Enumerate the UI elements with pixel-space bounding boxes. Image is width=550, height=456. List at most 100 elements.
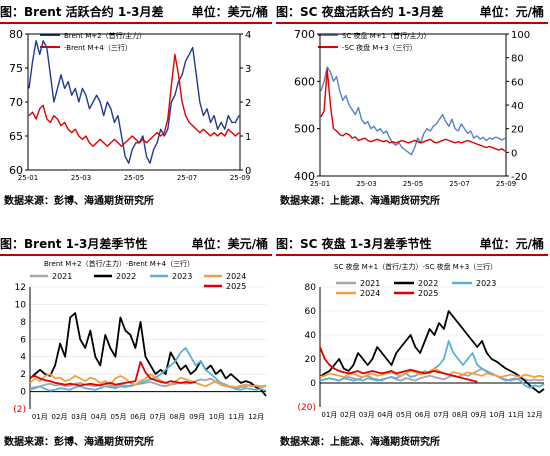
y-tick-label: 12 — [15, 283, 26, 293]
panel4-source: 数据来源：上能源、海通期货研究所 — [280, 437, 440, 448]
panel3-title-bar: 图：Brent 1-3月差季节性 单位：美元/桶 — [0, 234, 272, 254]
legend-label: Brent M+2（首行/主力） — [64, 31, 146, 40]
x-tick-label: 05月 — [111, 413, 127, 421]
series-line — [319, 367, 545, 378]
x-tick-label: 25-09 — [230, 174, 250, 182]
panel4-title-rule — [276, 254, 548, 256]
right-tick-label: -20 — [511, 172, 527, 183]
panel3-source: 数据来源：彭博、海通期货研究所 — [4, 437, 154, 448]
panel2-title-rule — [276, 22, 548, 24]
left-tick-label: 60 — [9, 164, 23, 177]
x-tick-label: 25-01 — [18, 174, 38, 182]
panel3-title-rule — [0, 254, 272, 256]
y-tick-label: 2 — [20, 370, 26, 380]
right-tick-label: 2 — [245, 98, 251, 109]
x-tick-label: 11月 — [229, 413, 245, 421]
right-tick-label: 3 — [245, 64, 251, 75]
series-line — [28, 40, 240, 164]
right-tick-label: 80 — [511, 54, 524, 65]
panel2-unit: 单位：元/桶 — [479, 5, 544, 19]
x-tick-label: 10月 — [209, 413, 225, 421]
legend-label: 2024 — [360, 289, 380, 298]
x-tick-label: 12月 — [527, 411, 543, 419]
x-tick-label: 04月 — [91, 413, 107, 421]
x-tick-label: 03月 — [359, 411, 375, 419]
x-tick-label: 01月 — [321, 411, 337, 419]
legend-label: 2021 — [360, 279, 380, 288]
x-tick-label: 06月 — [130, 413, 146, 421]
panel2-title-bar: 图：SC 夜盘活跃合约 1-3月差 单位：元/桶 — [276, 2, 548, 22]
panel2-source: 数据来源：上能源、海通期货研究所 — [280, 196, 440, 207]
legend-label: SC 夜盘 M+1（首行/主力） — [342, 31, 431, 40]
legend-label: 2021 — [52, 272, 72, 281]
left-tick-label: 600 — [294, 75, 315, 88]
right-tick-label: 0 — [511, 148, 517, 159]
right-tick-label: 40 — [511, 101, 524, 112]
x-tick-label: 25-07 — [449, 180, 469, 188]
y-tick-label: 40 — [305, 331, 317, 341]
panel4-chart: SC 夜盘 M+1（首行/主力）-SC 夜盘 M+3（三行） 2021 2022… — [298, 262, 545, 419]
left-tick-label: 400 — [294, 170, 315, 183]
panel2-title: 图：SC 夜盘活跃合约 1-3月差 — [276, 5, 444, 19]
chart-subtitle: SC 夜盘 M+1（首行/主力）-SC 夜盘 M+3（三行） — [334, 262, 497, 271]
x-tick-label: 02月 — [52, 413, 68, 421]
left-tick-label: 700 — [294, 28, 315, 41]
y-tick-label: 60 — [305, 307, 317, 317]
y-tick-label: 0 — [310, 379, 316, 389]
legend-label: -Brent M+4（三行） — [64, 43, 132, 52]
x-tick-label: 25-09 — [496, 180, 516, 188]
panel4-title: 图：SC 夜盘 1-3月差季节性 — [276, 237, 432, 251]
left-tick-label: 65 — [9, 130, 23, 143]
panel3-unit: 单位：美元/桶 — [191, 237, 268, 251]
panel3-title: 图：Brent 1-3月差季节性 — [0, 237, 148, 251]
legend-label: 2022 — [418, 279, 438, 288]
y-tick-label: 20 — [305, 355, 317, 365]
x-tick-label: 08月 — [452, 411, 468, 419]
plot-frame — [319, 33, 507, 177]
x-tick-label: 09月 — [471, 411, 487, 419]
right-tick-label: 1 — [245, 132, 251, 143]
y-tick-label: (20) — [298, 403, 316, 413]
x-tick-label: 11月 — [508, 411, 524, 419]
y-tick-label: 80 — [305, 283, 317, 293]
series-line — [320, 68, 506, 152]
panel1-unit: 单位：美元/桶 — [191, 5, 268, 19]
panel1-title-rule — [0, 22, 272, 24]
legend-label: 2024 — [226, 272, 246, 281]
x-tick-label: 25-03 — [71, 174, 91, 182]
x-tick-label: 25-05 — [403, 180, 423, 188]
series-line — [29, 361, 196, 387]
right-tick-label: 20 — [511, 125, 524, 136]
x-tick-label: 25-07 — [177, 174, 197, 182]
x-tick-label: 04月 — [377, 411, 393, 419]
series-line — [319, 346, 478, 383]
series-line — [29, 312, 267, 397]
chart-subtitle: Brent M+2（首行/主力）-Brent M+4（三行） — [44, 259, 194, 268]
panel4-unit: 单位：元/桶 — [479, 237, 544, 251]
left-tick-label: 500 — [294, 123, 315, 136]
left-tick-label: 80 — [9, 28, 23, 41]
x-tick-label: 25-05 — [124, 174, 144, 182]
panel2-chart: SC 夜盘 M+1（首行/主力） -SC 夜盘 M+3（三行） 40050060… — [294, 28, 530, 188]
panel1-source: 数据来源：彭博、海通期货研究所 — [4, 196, 154, 207]
legend-label: 2023 — [172, 272, 192, 281]
x-tick-label: 07月 — [150, 413, 166, 421]
x-tick-label: 08月 — [170, 413, 186, 421]
panel1-title: 图：Brent 活跃合约 1-3月差 — [0, 5, 164, 19]
legend-label: -SC 夜盘 M+3（三行） — [342, 43, 417, 52]
series-line — [319, 310, 545, 394]
panel4-title-bar: 图：SC 夜盘 1-3月差季节性 单位：元/桶 — [276, 234, 548, 254]
x-tick-label: 25-01 — [310, 180, 330, 188]
legend-label: 2022 — [116, 272, 136, 281]
x-tick-label: 06月 — [415, 411, 431, 419]
right-tick-label: 0 — [245, 166, 251, 177]
panel3-chart: Brent M+2（首行/主力）-Brent M+4（三行） 2021 2022… — [13, 259, 267, 421]
series-line — [320, 66, 506, 156]
x-tick-label: 10月 — [489, 411, 505, 419]
x-tick-label: 02月 — [340, 411, 356, 419]
plot-frame — [27, 33, 241, 171]
series-line — [28, 53, 240, 147]
legend-label: 2025 — [418, 289, 438, 298]
legend-label: 2023 — [476, 279, 496, 288]
y-tick-label: 4 — [20, 353, 26, 363]
